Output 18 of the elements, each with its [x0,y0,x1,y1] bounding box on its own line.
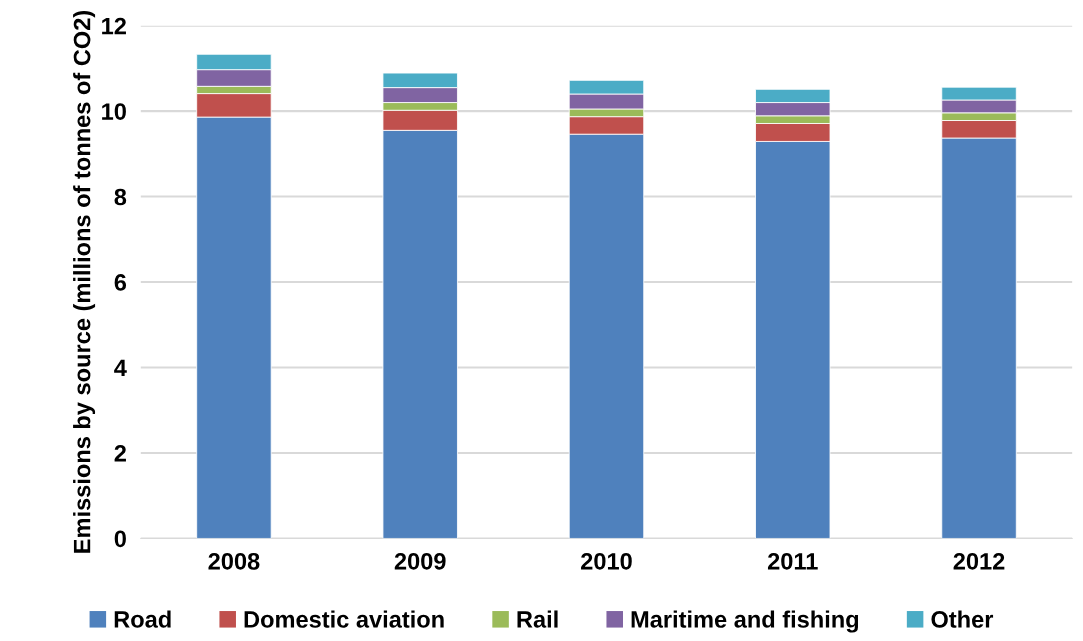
y-tick-label: 2 [114,445,126,462]
x-tick-label: 2008 [208,552,260,570]
y-tick-label: 8 [114,188,127,206]
legend-label: Rail [517,610,558,628]
x-tick-label: 2012 [953,552,1005,570]
y-tick-label: 0 [114,530,126,548]
y-axis-title: Emissions by source (millions of tonnes of CO2) [73,10,96,553]
y-tick-label: 12 [102,17,126,35]
x-tick-label: 2011 [767,552,818,570]
x-tick-label: 2010 [581,552,632,570]
legend-label: Maritime and fishing [631,610,859,633]
legend-label: Domestic aviation [244,610,444,628]
x-tick-label: 2009 [394,552,446,570]
y-tick-label: 10 [102,103,126,120]
y-tick-label: 4 [114,359,127,377]
legend-label: Other [931,610,994,628]
legend-label: Road [114,610,171,628]
y-tick-label: 6 [114,274,127,291]
